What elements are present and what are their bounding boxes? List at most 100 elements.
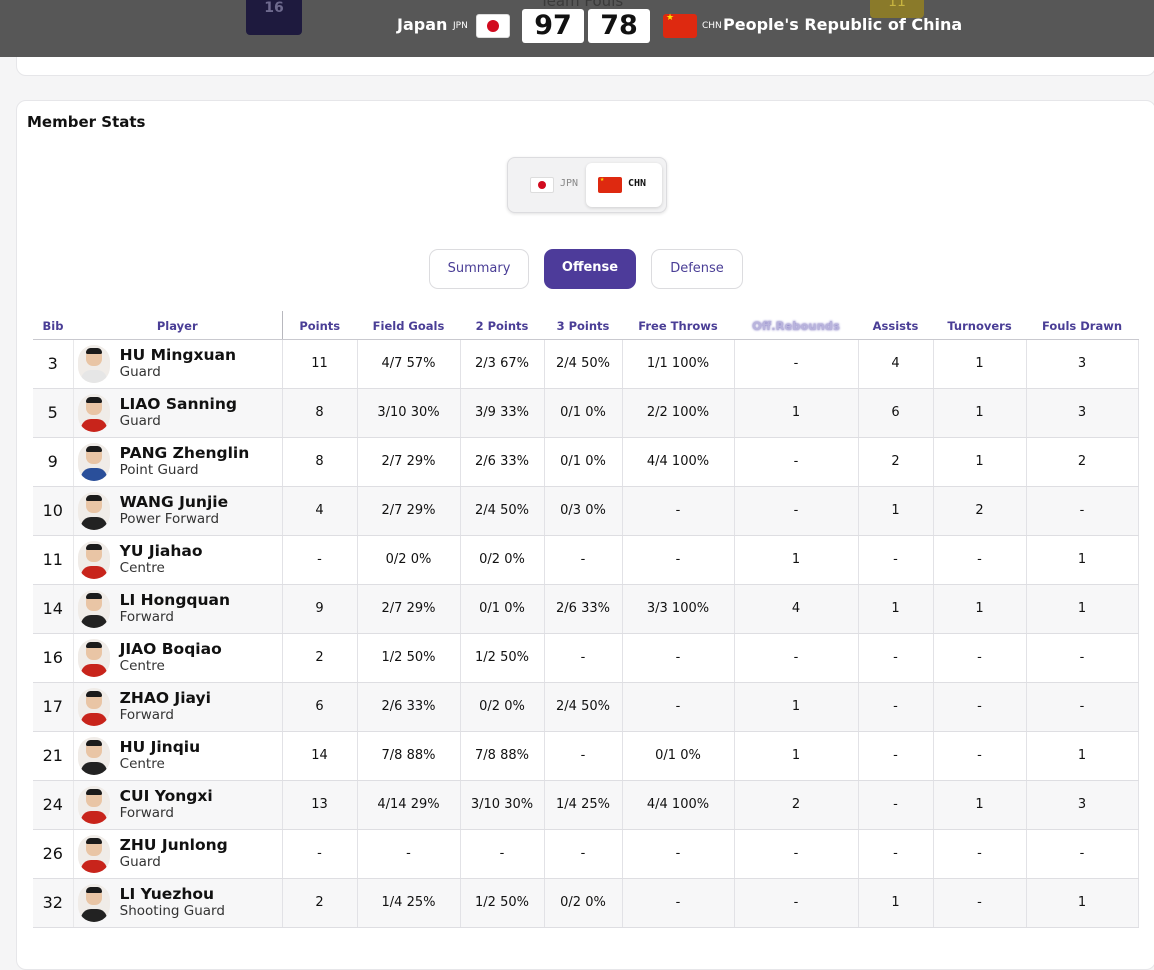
player-name[interactable]: ZHAO Jiayi	[119, 688, 211, 707]
player-position: Centre	[119, 559, 165, 576]
field-goals-cell: 4/14 29%	[357, 780, 461, 830]
tab-summary[interactable]: Summary	[429, 249, 529, 289]
turnovers-cell: -	[933, 878, 1027, 928]
off-rebounds-cell: 1	[734, 682, 859, 732]
player-name[interactable]: LIAO Sanning	[119, 394, 237, 413]
col-header-free-throws[interactable]: Free Throws	[622, 311, 734, 340]
points-cell: 13	[281, 780, 358, 830]
table-row[interactable]: 14 LI Hongquan Forward 9 2/7 29% 0/1 0% 2…	[33, 584, 1139, 634]
player-cell[interactable]: PANG Zhenglin Point Guard	[73, 437, 283, 487]
tab-offense[interactable]: Offense	[544, 249, 636, 289]
bib-cell: 21	[33, 731, 74, 781]
assists-cell: 1	[858, 878, 934, 928]
2-points-cell: 2/3 67%	[460, 339, 545, 389]
player-name[interactable]: ZHU Junlong	[119, 835, 228, 854]
table-row[interactable]: 5 LIAO Sanning Guard 8 3/10 30% 3/9 33% 0…	[33, 388, 1139, 438]
field-goals-cell: 1/4 25%	[357, 878, 461, 928]
field-goals-cell: -	[357, 829, 461, 879]
turnovers-cell: 1	[933, 339, 1027, 389]
turnovers-cell: -	[933, 829, 1027, 879]
tab-defense[interactable]: Defense	[651, 249, 743, 289]
off-rebounds-cell: -	[734, 878, 859, 928]
player-avatar	[77, 344, 110, 383]
bib-cell: 17	[33, 682, 74, 732]
player-cell[interactable]: LI Hongquan Forward	[73, 584, 283, 634]
player-name[interactable]: YU Jiahao	[119, 541, 203, 560]
fouls-drawn-cell: 1	[1026, 584, 1139, 634]
2-points-cell: 2/6 33%	[460, 437, 545, 487]
assists-cell: 1	[858, 584, 934, 634]
player-cell[interactable]: CUI Yongxi Forward	[73, 780, 283, 830]
table-row[interactable]: 21 HU Jinqiu Centre 14 7/8 88% 7/8 88% - …	[33, 731, 1139, 781]
player-cell[interactable]: HU Jinqiu Centre	[73, 731, 283, 781]
table-row[interactable]: 17 ZHAO Jiayi Forward 6 2/6 33% 0/2 0% 2/…	[33, 682, 1139, 732]
assists-cell: 4	[858, 339, 934, 389]
col-header-player[interactable]: Player	[73, 311, 282, 340]
fouls-drawn-cell: 3	[1026, 388, 1139, 438]
3-points-cell: -	[544, 535, 623, 585]
player-cell[interactable]: LIAO Sanning Guard	[73, 388, 283, 438]
player-cell[interactable]: ZHAO Jiayi Forward	[73, 682, 283, 732]
3-points-cell: 0/3 0%	[544, 486, 623, 536]
free-throws-cell: 0/1 0%	[622, 731, 735, 781]
field-goals-cell: 2/7 29%	[357, 584, 461, 634]
table-row[interactable]: 10 WANG Junjie Power Forward 4 2/7 29% 2/…	[33, 486, 1139, 536]
col-header-3-points[interactable]: 3 Points	[544, 311, 622, 340]
turnovers-cell: 2	[933, 486, 1027, 536]
team-toggle-chn[interactable]: CHN	[586, 163, 662, 207]
col-header-2-points[interactable]: 2 Points	[460, 311, 544, 340]
away-team-name: People's Republic of China	[723, 15, 963, 34]
off-rebounds-cell: -	[734, 339, 859, 389]
col-header-off-rebounds[interactable]: Off.Rebounds	[734, 311, 858, 340]
turnovers-cell: -	[933, 633, 1027, 683]
player-name[interactable]: LI Yuezhou	[119, 884, 215, 903]
bib-cell: 14	[33, 584, 74, 634]
fouls-drawn-cell: -	[1026, 682, 1139, 732]
player-cell[interactable]: JIAO Boqiao Centre	[73, 633, 283, 683]
away-score: 78	[588, 9, 650, 43]
col-header-bib[interactable]: Bib	[33, 311, 73, 340]
3-points-cell: 2/4 50%	[544, 682, 623, 732]
off-rebounds-cell: 1	[734, 535, 859, 585]
player-cell[interactable]: WANG Junjie Power Forward	[73, 486, 283, 536]
player-name[interactable]: JIAO Boqiao	[119, 639, 222, 658]
team-toggle-jpn[interactable]: JPN	[526, 163, 584, 207]
player-cell[interactable]: YU Jiahao Centre	[73, 535, 283, 585]
free-throws-cell: -	[622, 682, 735, 732]
table-row[interactable]: 24 CUI Yongxi Forward 13 4/14 29% 3/10 30…	[33, 780, 1139, 830]
3-points-cell: 0/2 0%	[544, 878, 623, 928]
table-header-row: Bib Player Points Field Goals 2 Points 3…	[33, 311, 1138, 340]
col-header-assists[interactable]: Assists	[858, 311, 933, 340]
table-row[interactable]: 11 YU Jiahao Centre - 0/2 0% 0/2 0% - - 1…	[33, 535, 1139, 585]
col-header-points[interactable]: Points	[281, 311, 357, 340]
bib-cell: 16	[33, 633, 74, 683]
points-cell: 2	[281, 878, 358, 928]
turnovers-cell: -	[933, 682, 1027, 732]
assists-cell: 6	[858, 388, 934, 438]
col-header-field-goals[interactable]: Field Goals	[357, 311, 460, 340]
turnovers-cell: -	[933, 731, 1027, 781]
member-stats-card: Member Stats JPN CHN Summary Offense Def…	[16, 100, 1154, 970]
player-position: Guard	[119, 853, 161, 870]
player-name[interactable]: CUI Yongxi	[119, 786, 213, 805]
player-name[interactable]: HU Mingxuan	[119, 345, 236, 364]
player-cell[interactable]: HU Mingxuan Guard	[73, 339, 283, 389]
player-cell[interactable]: LI Yuezhou Shooting Guard	[73, 878, 283, 928]
player-cell[interactable]: ZHU Junlong Guard	[73, 829, 283, 879]
home-team-name: Japan	[397, 15, 448, 34]
player-name[interactable]: HU Jinqiu	[119, 737, 201, 756]
col-header-turnovers[interactable]: Turnovers	[933, 311, 1026, 340]
player-name[interactable]: WANG Junjie	[119, 492, 229, 511]
table-row[interactable]: 9 PANG Zhenglin Point Guard 8 2/7 29% 2/6…	[33, 437, 1139, 487]
3-points-cell: 0/1 0%	[544, 437, 623, 487]
table-row[interactable]: 26 ZHU Junlong Guard - - - - - - - - -	[33, 829, 1139, 879]
score-header: 16 Team Fouls 11 Japan JPN 97 78 CHN Peo…	[0, 0, 1154, 57]
table-row[interactable]: 3 HU Mingxuan Guard 11 4/7 57% 2/3 67% 2/…	[33, 339, 1139, 389]
table-row[interactable]: 32 LI Yuezhou Shooting Guard 2 1/4 25% 1/…	[33, 878, 1139, 928]
player-name[interactable]: LI Hongquan	[119, 590, 231, 609]
player-name[interactable]: PANG Zhenglin	[119, 443, 250, 462]
table-row[interactable]: 16 JIAO Boqiao Centre 2 1/2 50% 1/2 50% -…	[33, 633, 1139, 683]
player-avatar	[77, 785, 110, 824]
points-cell: -	[281, 829, 358, 879]
col-header-fouls-drawn[interactable]: Fouls Drawn	[1026, 311, 1138, 340]
